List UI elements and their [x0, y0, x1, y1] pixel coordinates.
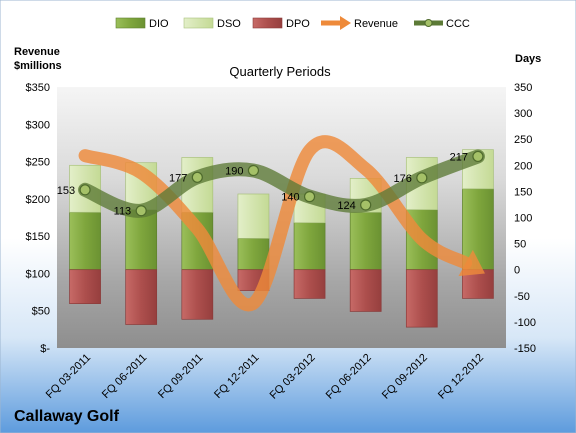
left-tick-label: $200 [26, 194, 50, 206]
legend-label-dso: DSO [217, 18, 241, 30]
revenue-arrowhead [458, 249, 485, 277]
dio-bar [125, 209, 158, 271]
right-tick-label: 150 [514, 186, 532, 198]
legend: DIO DSO DPO Revenue CCC [115, 16, 470, 30]
left-axis-ticks: $- $50 $100 $150 $200 $250 $300 $350 [26, 82, 51, 355]
left-tick-label: $300 [26, 119, 50, 131]
chart-title: Quarterly Periods [229, 64, 331, 79]
ccc-point [360, 199, 372, 211]
dpo-bar [125, 269, 158, 325]
left-tick-label: $250 [26, 157, 50, 169]
dio-bar [349, 211, 382, 271]
left-tick-label: $100 [26, 268, 50, 280]
legend-swatch-dso [183, 17, 214, 29]
dpo-bar [349, 269, 382, 312]
ccc-data-label: 217 [450, 151, 468, 163]
legend-label-revenue: Revenue [354, 18, 398, 30]
ccc-point [135, 205, 147, 217]
right-axis-ticks: -150 -100 -50 0 50 100 150 200 250 300 350 [514, 82, 536, 355]
dio-bar [69, 211, 101, 271]
ccc-data-label: 176 [393, 173, 411, 185]
dso-bar [237, 193, 270, 239]
legend-swatch-revenue [321, 16, 351, 30]
left-tick-label: $150 [26, 231, 50, 243]
left-tick-label: $- [40, 343, 50, 355]
right-tick-label: -150 [514, 343, 536, 355]
dio-bar [237, 238, 270, 271]
ccc-point [472, 150, 484, 163]
left-tick-label: $350 [26, 82, 50, 94]
ccc-point [79, 184, 91, 196]
ccc-point [303, 191, 316, 203]
left-tick-label: $50 [32, 306, 50, 318]
ccc-point [416, 172, 428, 184]
dpo-bar [405, 269, 438, 328]
right-axis-label: Days [515, 53, 541, 65]
right-tick-label: 350 [514, 82, 532, 94]
right-tick-label: 50 [514, 239, 526, 251]
revenue-series [78, 135, 485, 312]
right-tick-label: -100 [514, 317, 536, 329]
ccc-data-label: 140 [281, 192, 299, 204]
right-tick-label: 200 [514, 160, 532, 172]
left-axis-label-line2: $millions [14, 60, 62, 72]
ccc-point [247, 164, 260, 177]
company-name: Callaway Golf [14, 408, 120, 425]
ccc-point [191, 171, 203, 183]
dpo-bar [181, 269, 214, 320]
right-tick-label: -50 [514, 291, 530, 303]
left-axis-label-line1: Revenue [14, 46, 60, 58]
dio-bar [293, 222, 326, 271]
legend-swatch-ccc [414, 19, 443, 27]
ccc-data-label: 113 [114, 206, 132, 218]
legend-label-ccc: CCC [446, 18, 470, 30]
revenue-line [78, 135, 473, 312]
legend-swatch-dio [115, 17, 146, 29]
dpo-bar [293, 269, 326, 299]
right-tick-label: 300 [514, 108, 532, 120]
ccc-data-label: 177 [169, 172, 187, 184]
right-tick-label: 250 [514, 134, 532, 146]
ccc-data-label: 124 [337, 200, 355, 212]
ccc-data-label: 190 [225, 166, 243, 178]
dpo-bar [69, 269, 101, 304]
right-tick-label: 100 [514, 213, 532, 225]
ccc-data-label: 153 [57, 185, 75, 197]
right-tick-label: 0 [514, 265, 520, 277]
legend-label-dio: DIO [149, 18, 169, 30]
ccc-series: 153 113 177 190 140 124 176 217 [57, 149, 485, 218]
legend-label-dpo: DPO [286, 18, 310, 30]
legend-swatch-dpo [252, 17, 283, 29]
